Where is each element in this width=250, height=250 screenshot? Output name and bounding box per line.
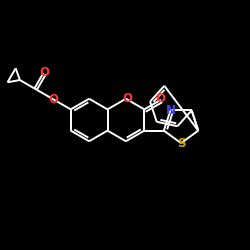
Text: O: O [122, 92, 132, 105]
Text: S: S [177, 136, 185, 149]
Text: O: O [49, 93, 59, 106]
Text: O: O [40, 66, 50, 80]
Text: O: O [156, 92, 166, 105]
Text: N: N [166, 104, 175, 117]
